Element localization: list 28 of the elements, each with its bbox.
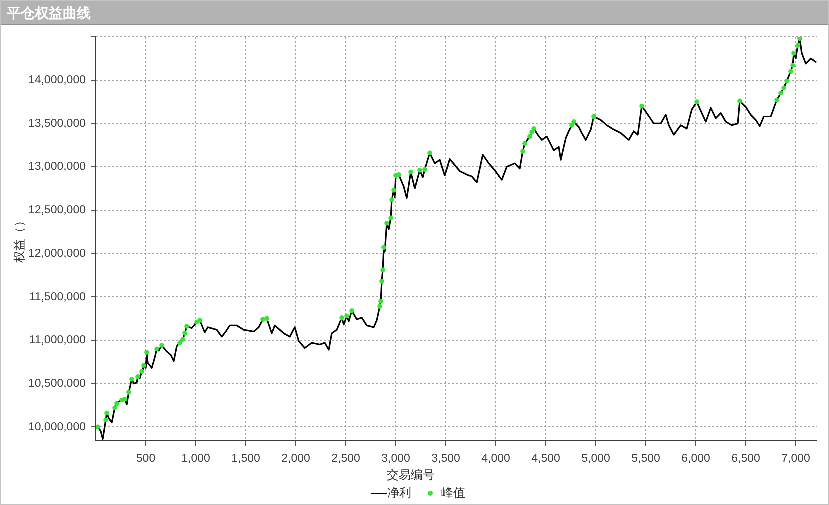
x-tick-label: 6,000 [682,453,710,466]
x-tick-label: 3,500 [432,453,460,466]
x-axis-title: 交易编号 [386,467,436,483]
x-tick-label: 3,000 [382,453,410,466]
legend-label: 净利 [388,485,412,501]
x-tick-label: 5,500 [632,453,660,466]
y-tick-label: 13,000,000 [28,161,86,174]
chart-title: 平仓权益曲线 [1,1,828,25]
y-tick-label: 10,000,000 [28,421,86,434]
x-tick-label: 7,000 [782,453,810,466]
x-tick-label: 4,000 [482,453,510,466]
x-tick-label: 2,000 [282,453,310,466]
x-tick-label: 1,500 [232,453,260,466]
y-tick-label: 12,000,000 [28,248,86,260]
x-tick-label: 1,000 [182,453,210,466]
y-tick-label: 11,500,000 [29,291,86,304]
x-tick-label: 2,500 [332,453,360,466]
x-tick-label: 500 [136,453,156,466]
x-tick-label: 5,000 [582,453,610,466]
y-axis-title: 权益（） [12,215,27,264]
legend-label: 峰值 [442,485,466,501]
y-tick-label: 11,000,000 [29,334,86,347]
y-tick-label: 12,500,000 [28,204,86,217]
y-tick-label: 10,500,000 [28,378,86,390]
y-tick-label: 14,000,000 [28,74,86,87]
x-tick-label: 4,500 [532,453,560,466]
y-tick-label: 13,500,000 [28,118,86,130]
x-tick-label: 6,500 [732,453,760,466]
